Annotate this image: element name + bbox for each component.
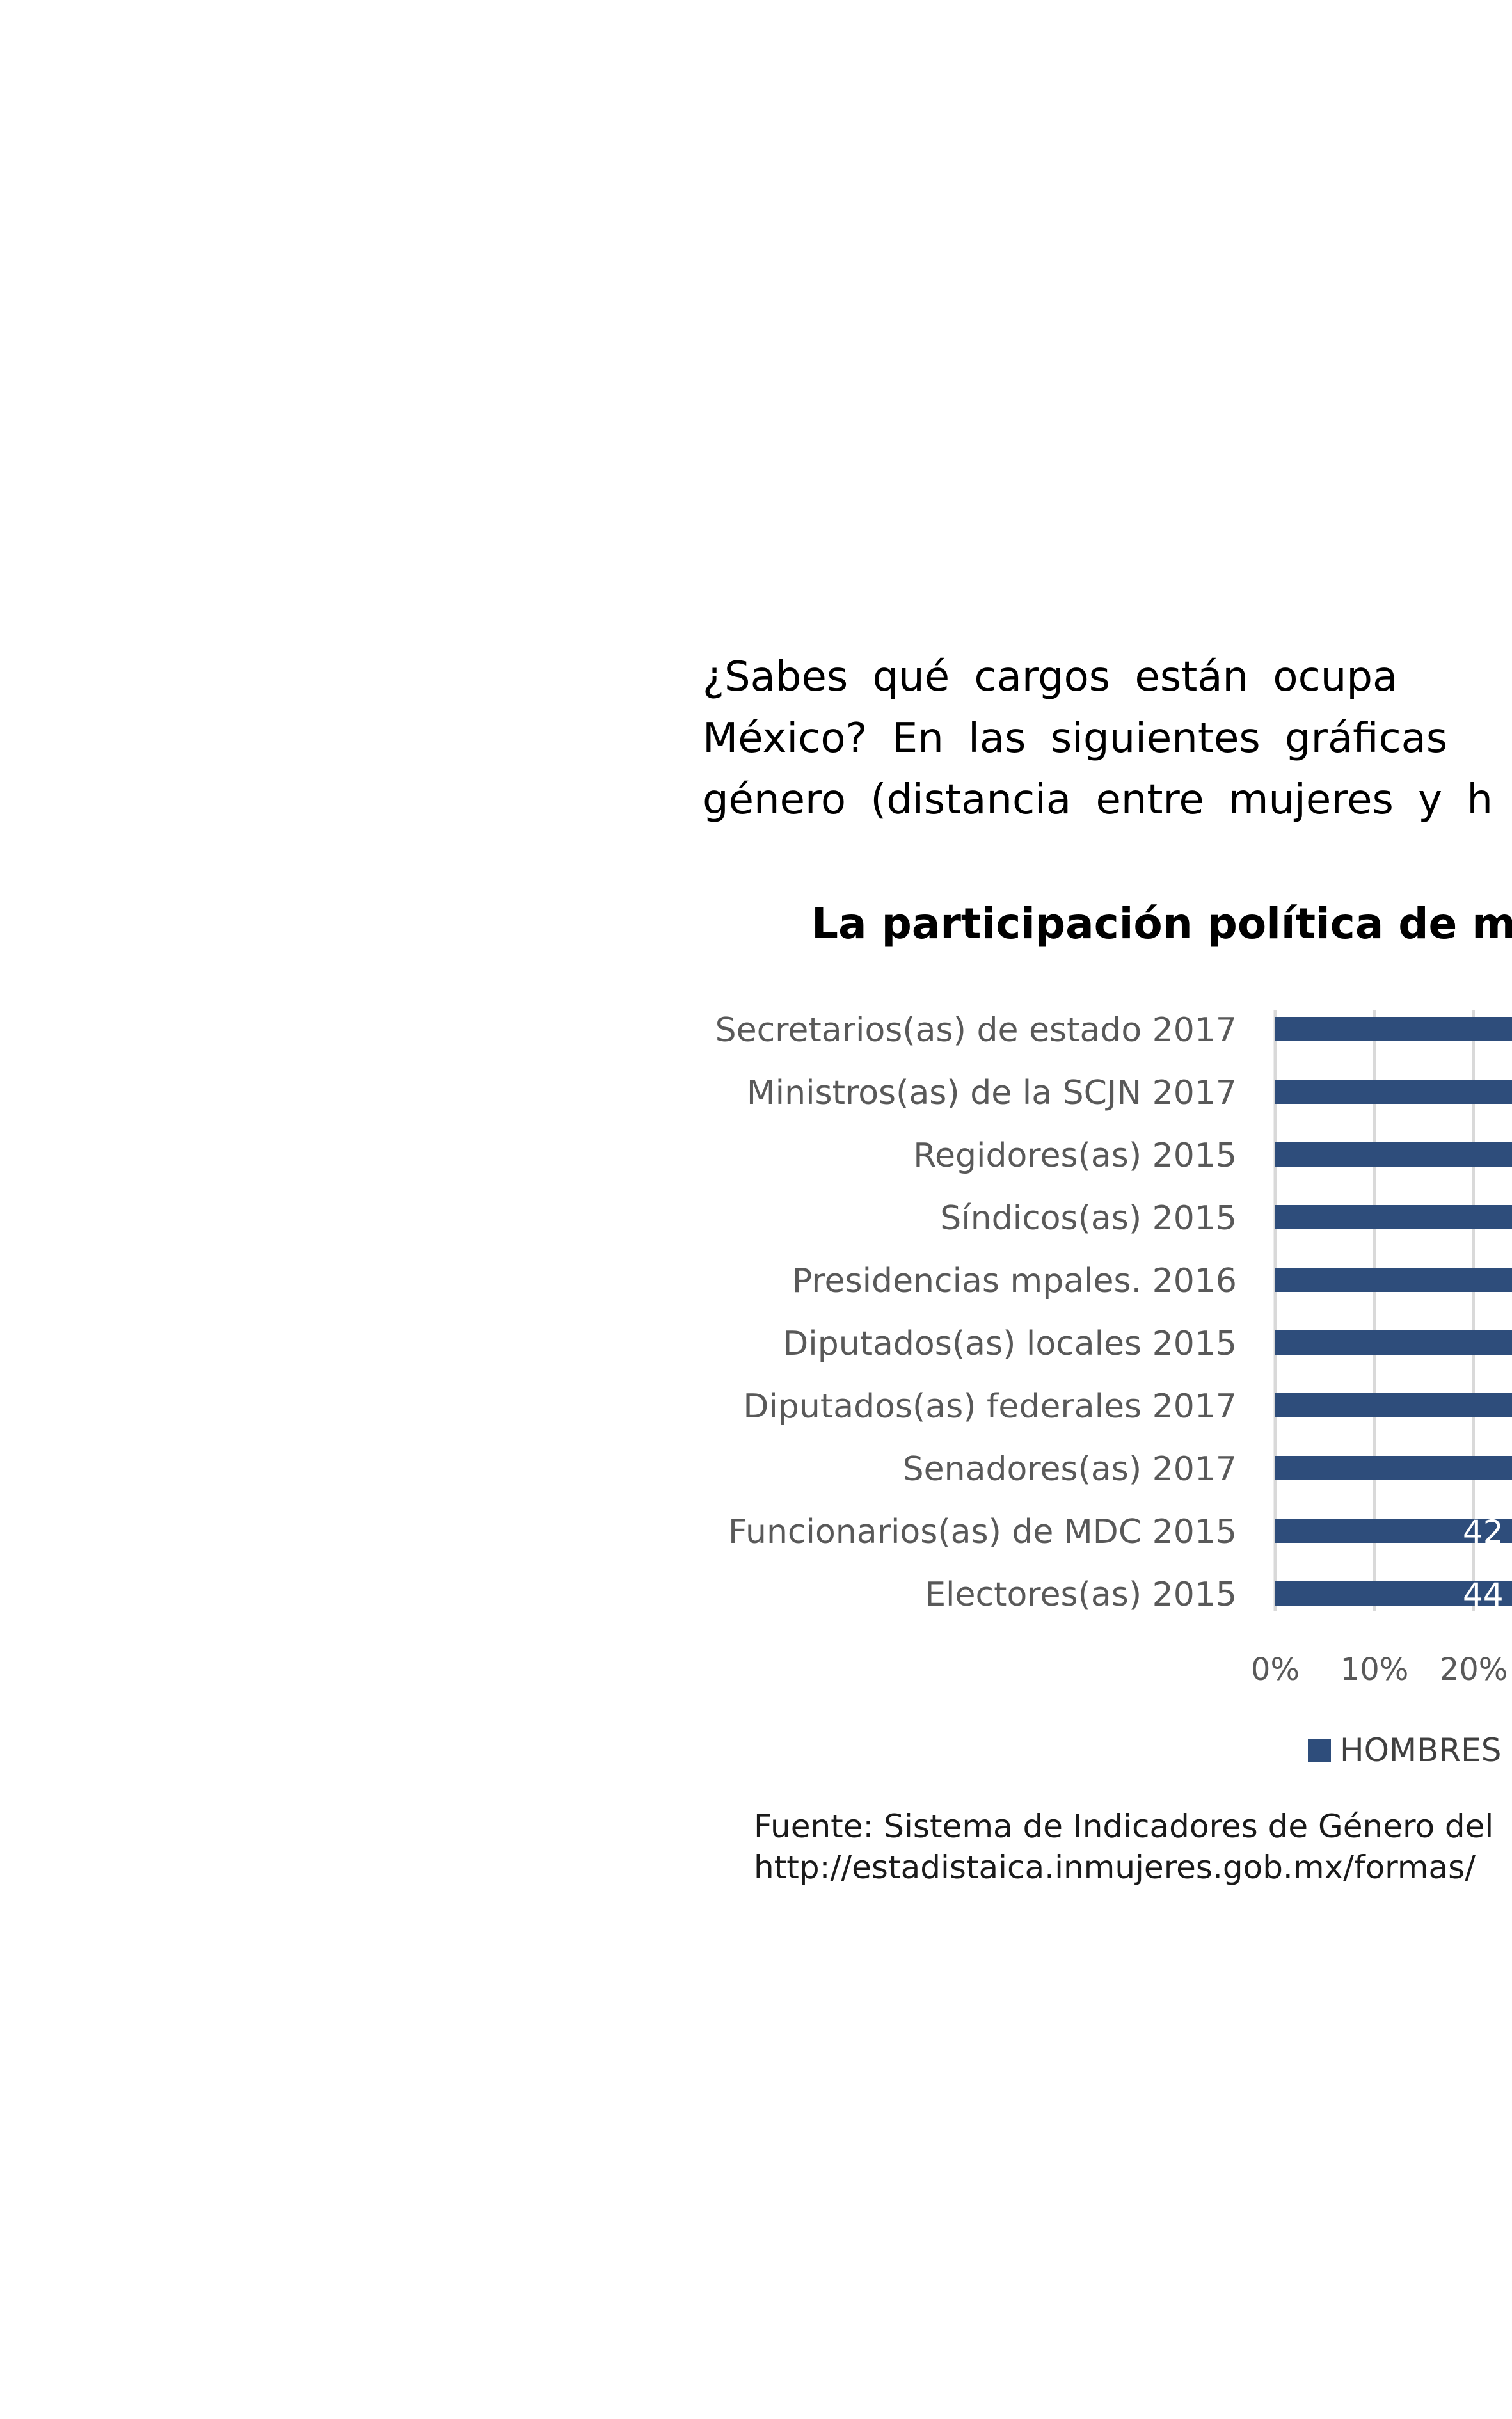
category-label-10: Electores(as) 2015 [925,1576,1237,1614]
bar-3 [1275,1142,1512,1167]
bar-10 [1275,1581,1512,1606]
bar-4 [1275,1205,1512,1229]
category-label-6: Diputados(as) locales 2015 [783,1325,1237,1363]
category-label-4: Síndicos(as) 2015 [940,1199,1237,1238]
category-label-5: Presidencias mpales. 2016 [792,1262,1237,1300]
bar-8 [1275,1456,1512,1480]
legend-label-hombres: HOMBRES [1340,1732,1502,1769]
intro-line-2: México? En las siguientes gráficas [703,715,1448,762]
category-label-1: Secretarios(as) de estado 2017 [715,1011,1237,1050]
x-tick-label-3: 20% [1440,1652,1508,1688]
category-label-9: Funcionarios(as) de MDC 2015 [728,1513,1237,1551]
data-label-10: 44 [1463,1576,1504,1613]
x-tick-label-1: 0% [1251,1652,1300,1688]
intro-line-1: ¿Sabes qué cargos están ocupa [703,653,1398,701]
bar-1 [1275,1017,1512,1041]
bar-5 [1275,1268,1512,1292]
legend: HOMBRES [1308,1732,1501,1769]
category-label-7: Diputados(as) federales 2017 [743,1387,1237,1426]
category-label-2: Ministros(as) de la SCJN 2017 [747,1074,1237,1112]
bar-6 [1275,1330,1512,1355]
data-label-9: 42 [1463,1513,1504,1551]
source-line-2: http://estadistaica.inmujeres.gob.mx/for… [754,1849,1476,1886]
bar-7 [1275,1393,1512,1417]
legend-swatch-hombres [1308,1739,1331,1762]
intro-line-3: género (distancia entre mujeres y h [703,776,1493,824]
chart-title: La participación política de m [811,899,1512,948]
source-line-1: Fuente: Sistema de Indicadores de Género… [754,1808,1494,1845]
source-note: Fuente: Sistema de Indicadores de Género… [754,1806,1493,1888]
bar-9 [1275,1519,1512,1543]
x-tick-label-2: 10% [1341,1652,1409,1688]
intro-text: ¿Sabes qué cargos están ocupa México? En… [703,646,1512,831]
category-label-3: Regidores(as) 2015 [913,1137,1237,1175]
category-label-8: Senadores(as) 2017 [903,1450,1237,1489]
bar-2 [1275,1080,1512,1104]
